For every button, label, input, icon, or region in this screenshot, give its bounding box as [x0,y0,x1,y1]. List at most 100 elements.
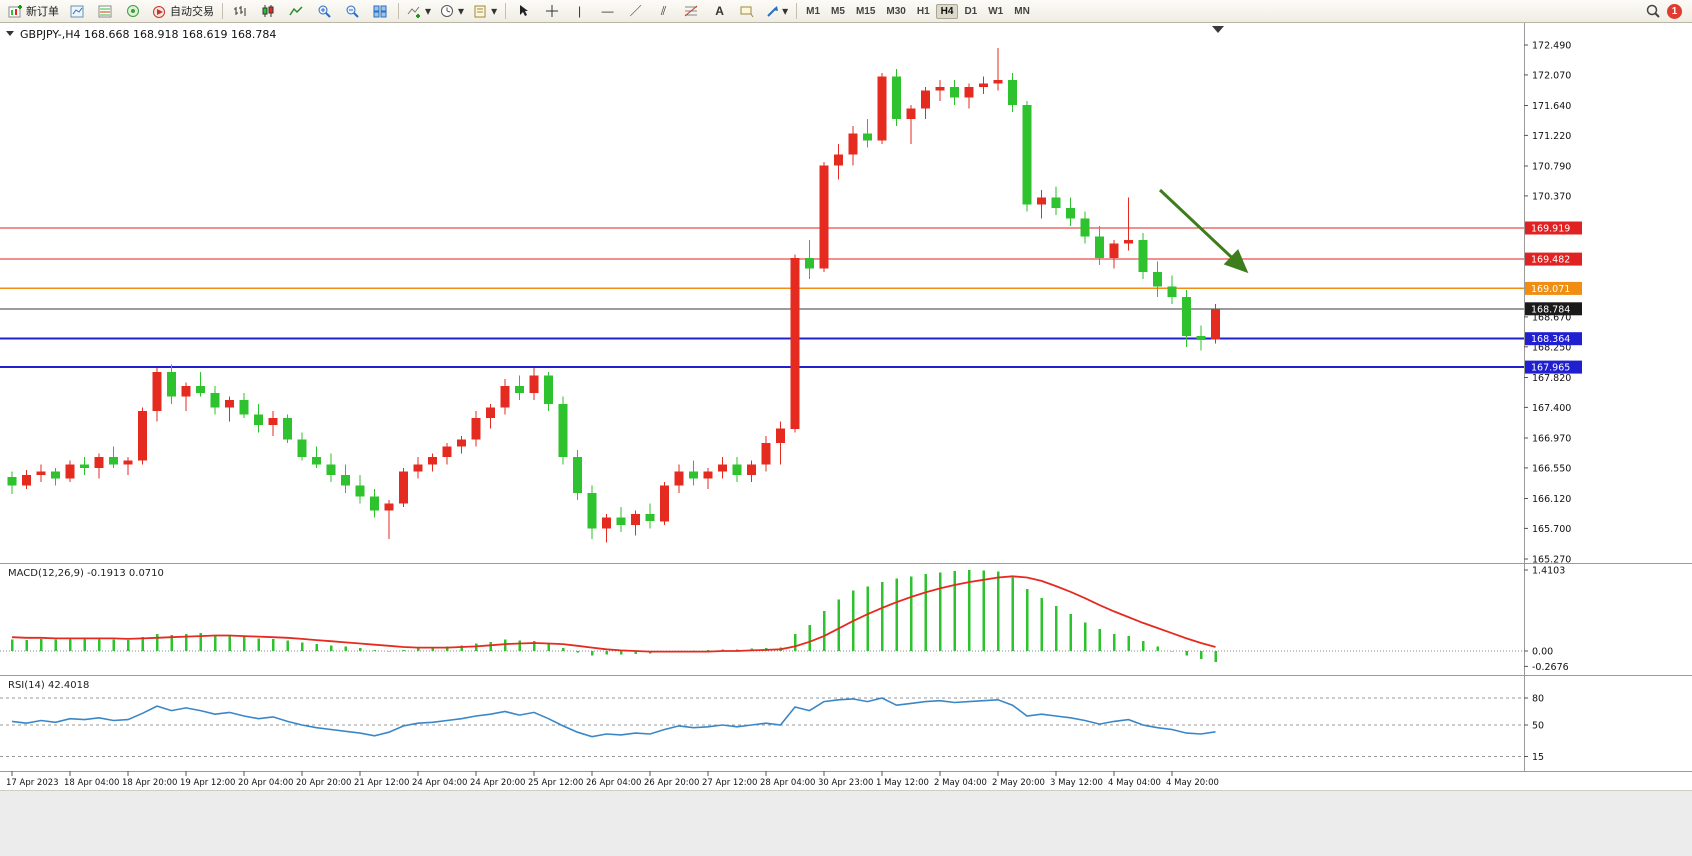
level-lines[interactable] [0,227,1524,369]
new-order-icon [8,4,23,19]
svg-text:20 Apr 04:00: 20 Apr 04:00 [238,778,293,788]
svg-text:168.364: 168.364 [1531,334,1570,345]
fibonacci-icon [684,4,699,18]
crosshair-tool-button[interactable] [538,1,565,22]
svg-text:172.490: 172.490 [1532,41,1571,52]
timeframe-w1[interactable]: W1 [988,5,1004,17]
price-tag: 169.071 [1525,281,1582,295]
workspace-background [0,790,1692,856]
svg-text:26 Apr 20:00: 26 Apr 20:00 [644,778,699,788]
new-order-label: 新订单 [26,6,59,18]
svg-text:169.482: 169.482 [1531,255,1570,266]
svg-text:168.250: 168.250 [1532,342,1571,353]
search-button[interactable] [1639,1,1666,22]
svg-text:165.270: 165.270 [1532,555,1571,566]
horizontal-line-tool-button[interactable]: — [594,1,621,22]
svg-text:170.790: 170.790 [1532,162,1571,173]
svg-text:28 Apr 04:00: 28 Apr 04:00 [760,778,815,788]
vertical-line-tool-button[interactable]: | [566,1,593,22]
svg-text:171.220: 171.220 [1532,131,1571,142]
timeframe-m1[interactable]: M1 [806,5,821,17]
toolbar: 新订单 自动交易 [0,0,1692,23]
cursor-icon [517,4,530,18]
trendline-tool-button[interactable]: ／ [622,1,649,22]
zoom-in-icon [317,4,332,19]
time-axis: 17 Apr 2023 18 Apr 04:00 18 Apr 20:00 19 Ap… [6,771,1219,788]
timeframe-d1[interactable]: D1 [964,5,978,17]
trendline-icon: ／ [629,4,642,18]
navigator-button[interactable] [120,1,147,22]
fibonacci-tool-button[interactable] [678,1,705,22]
svg-text:-0.2676: -0.2676 [1532,662,1569,673]
candle-chart-mode-button[interactable] [255,1,282,22]
period-dropdown[interactable]: ▾ [436,1,468,22]
svg-text:15: 15 [1532,752,1544,763]
zoom-out-button[interactable] [339,1,366,22]
svg-text:169.071: 169.071 [1531,284,1570,295]
text-tool-icon: A [715,4,724,18]
timeframe-m5[interactable]: M5 [831,5,845,17]
search-icon [1645,3,1661,19]
svg-text:3 May 12:00: 3 May 12:00 [1050,778,1103,788]
add-indicator-dropdown[interactable]: ▾ [403,1,435,22]
timeframe-m15[interactable]: M15 [855,5,876,17]
svg-text:25 Apr 12:00: 25 Apr 12:00 [528,778,583,788]
timeframe-m30[interactable]: M30 [886,5,906,17]
template-icon [473,4,488,19]
bar-chart-mode-button[interactable] [227,1,254,22]
cursor-tool-button[interactable] [510,1,537,22]
svg-text:17 Apr 2023: 17 Apr 2023 [6,778,59,788]
text-tool-button[interactable]: A [706,1,733,22]
toolbar-separator [222,3,223,19]
timeframe-h1[interactable]: H1 [916,5,930,17]
tile-windows-button[interactable] [367,1,394,22]
clock-icon [440,4,455,19]
channel-icon: ⫽ [660,4,667,18]
timeframe-h4[interactable]: H4 [935,3,959,19]
chart-shift-marker[interactable] [1212,26,1224,33]
arrow-tool-icon [766,5,779,18]
svg-text:19 Apr 12:00: 19 Apr 12:00 [180,778,235,788]
label-tool-icon [740,4,755,18]
vertical-line-icon: | [578,4,582,18]
crosshair-icon [545,4,559,18]
svg-text:165.700: 165.700 [1532,524,1571,535]
svg-text:169.919: 169.919 [1531,224,1570,235]
svg-text:172.070: 172.070 [1532,70,1571,81]
arrows-tool-dropdown[interactable]: ▾ [762,1,792,22]
price-tag: 168.784 [1525,302,1582,316]
notification-badge[interactable]: 1 [1667,3,1682,19]
zoom-out-icon [345,4,360,19]
market-watch-button[interactable] [92,1,119,22]
svg-text:80: 80 [1532,694,1544,705]
chart-window[interactable]: 172.490 172.070 171.640 171.220 170.790 170.3… [0,23,1692,790]
price-tag: 167.965 [1525,360,1582,374]
trend-arrow-annotation[interactable] [1158,188,1249,274]
rsi-line [11,697,1216,738]
chevron-down-icon: ▾ [782,4,789,18]
svg-text:2 May 20:00: 2 May 20:00 [992,778,1045,788]
svg-text:4 May 20:00: 4 May 20:00 [1166,778,1219,788]
charts-window-button[interactable] [64,1,91,22]
channel-tool-button[interactable]: ⫽ [650,1,677,22]
template-dropdown[interactable]: ▾ [469,1,501,22]
navigator-icon [126,4,141,19]
svg-text:168.784: 168.784 [1531,304,1570,315]
svg-text:166.970: 166.970 [1532,434,1571,445]
svg-text:170.370: 170.370 [1532,191,1571,202]
new-order-button[interactable]: 新订单 [4,1,63,22]
rsi-label: RSI(14) 42.4018 [8,680,89,691]
zoom-in-button[interactable] [311,1,338,22]
timeframe-mn[interactable]: MN [1014,5,1030,17]
svg-text:1.4103: 1.4103 [1532,566,1565,577]
svg-text:167.965: 167.965 [1531,363,1570,374]
price-chart-canvas[interactable]: 172.490 172.070 171.640 171.220 170.790 170.3… [0,23,1692,790]
chart-profile-icon [70,4,85,19]
label-tool-button[interactable] [734,1,761,22]
svg-text:1 May 12:00: 1 May 12:00 [876,778,929,788]
svg-text:GBPJPY-,H4 168.668 168.918 168: GBPJPY-,H4 168.668 168.918 168.619 168.7… [20,28,276,41]
line-chart-mode-button[interactable] [283,1,310,22]
auto-trading-button[interactable]: 自动交易 [148,1,218,22]
chevron-down-icon: ▾ [425,4,432,18]
svg-text:50: 50 [1532,721,1544,732]
